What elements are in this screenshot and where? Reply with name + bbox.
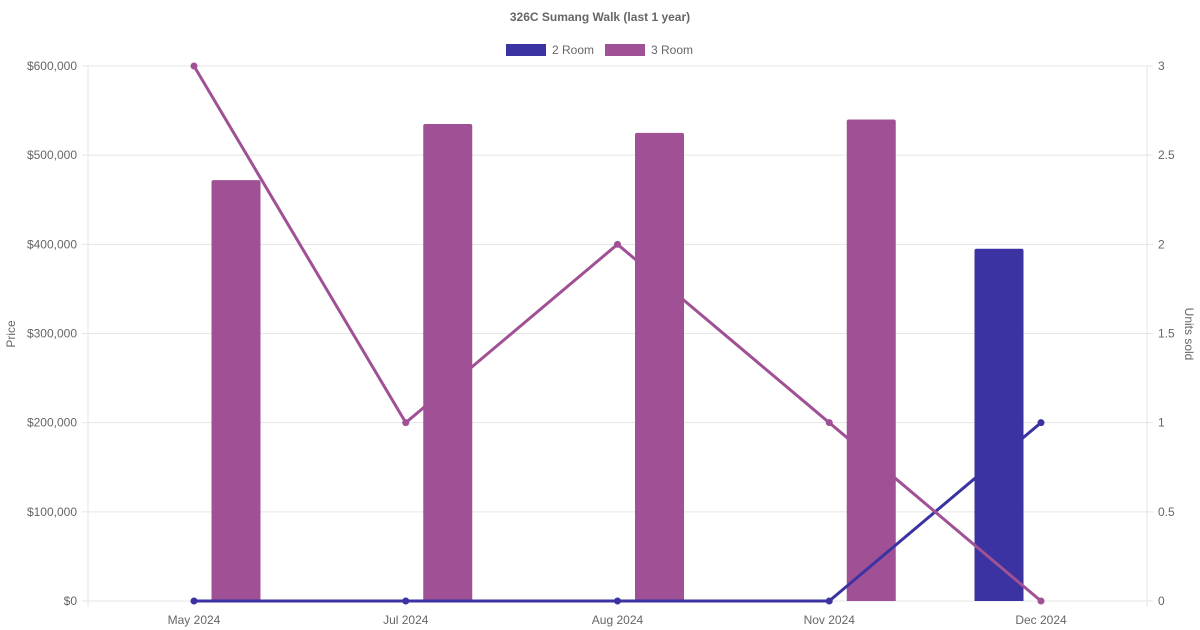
legend-swatch-2-room (506, 44, 546, 56)
legend-item-2-room[interactable]: 2 Room (506, 43, 594, 57)
y-right-tick-label: 1.5 (1158, 327, 1175, 341)
y-right-tick-label: 3 (1158, 59, 1165, 73)
legend-label-3-room: 3 Room (651, 43, 693, 57)
y-right-tick-label: 0.5 (1158, 505, 1175, 519)
y-left-axis-title: Price (4, 320, 18, 348)
point-2-room-may-2024[interactable] (190, 597, 198, 605)
y-left-tick-label: $400,000 (27, 237, 77, 251)
y-right-tick-label: 2 (1158, 237, 1165, 251)
bar-3-room-nov-2024[interactable] (846, 119, 896, 602)
legend-swatch-3-room (605, 44, 645, 56)
legend-label-2-room: 2 Room (552, 43, 594, 57)
chart-title: 326C Sumang Walk (last 1 year) (510, 10, 690, 24)
point-2-room-dec-2024[interactable] (1037, 419, 1045, 427)
point-3-room-may-2024[interactable] (190, 62, 198, 70)
bar-3-room-aug-2024[interactable] (635, 132, 684, 601)
y-left-tick-label: $500,000 (27, 148, 77, 162)
x-tick-label-jul-2024: Jul 2024 (383, 613, 429, 627)
y-right-tick-label: 1 (1158, 416, 1165, 430)
y-right-tick-label: 2.5 (1158, 148, 1175, 162)
point-2-room-aug-2024[interactable] (614, 597, 621, 605)
point-3-room-aug-2024[interactable] (614, 240, 621, 248)
y-right-axis-title: Units sold (1182, 308, 1196, 361)
y-left-tick-label: $600,000 (27, 59, 77, 73)
y-left-tick-label: $300,000 (27, 327, 77, 341)
bar-3-room-may-2024[interactable] (211, 180, 261, 601)
legend-item-3-room[interactable]: 3 Room (605, 43, 693, 57)
point-3-room-jul-2024[interactable] (402, 419, 410, 427)
ticks: $0 0 $100,000 0.5 $200,000 1 $300,000 1.5 $400,0… (27, 59, 1175, 627)
y-left-tick-label: $200,000 (27, 416, 77, 430)
y-left-tick-label: $0 (64, 594, 78, 608)
point-3-room-nov-2024[interactable] (825, 419, 833, 427)
point-2-room-jul-2024[interactable] (402, 597, 410, 605)
bar-3-room-jul-2024[interactable] (423, 123, 473, 601)
bar-2-room-dec-2024[interactable] (974, 248, 1024, 601)
point-2-room-nov-2024[interactable] (825, 597, 833, 605)
x-tick-label-dec-2024: Dec 2024 (1015, 613, 1067, 627)
x-tick-label-may-2024: May 2024 (168, 613, 221, 627)
point-3-room-dec-2024[interactable] (1037, 597, 1045, 605)
legend[interactable]: 2 Room 3 Room (506, 43, 693, 57)
bars (211, 119, 1024, 602)
x-tick-label-nov-2024: Nov 2024 (804, 613, 856, 627)
x-tick-label-aug-2024: Aug 2024 (592, 613, 644, 627)
lines (190, 62, 1045, 605)
y-left-tick-label: $100,000 (27, 505, 77, 519)
y-right-tick-label: 0 (1158, 594, 1165, 608)
